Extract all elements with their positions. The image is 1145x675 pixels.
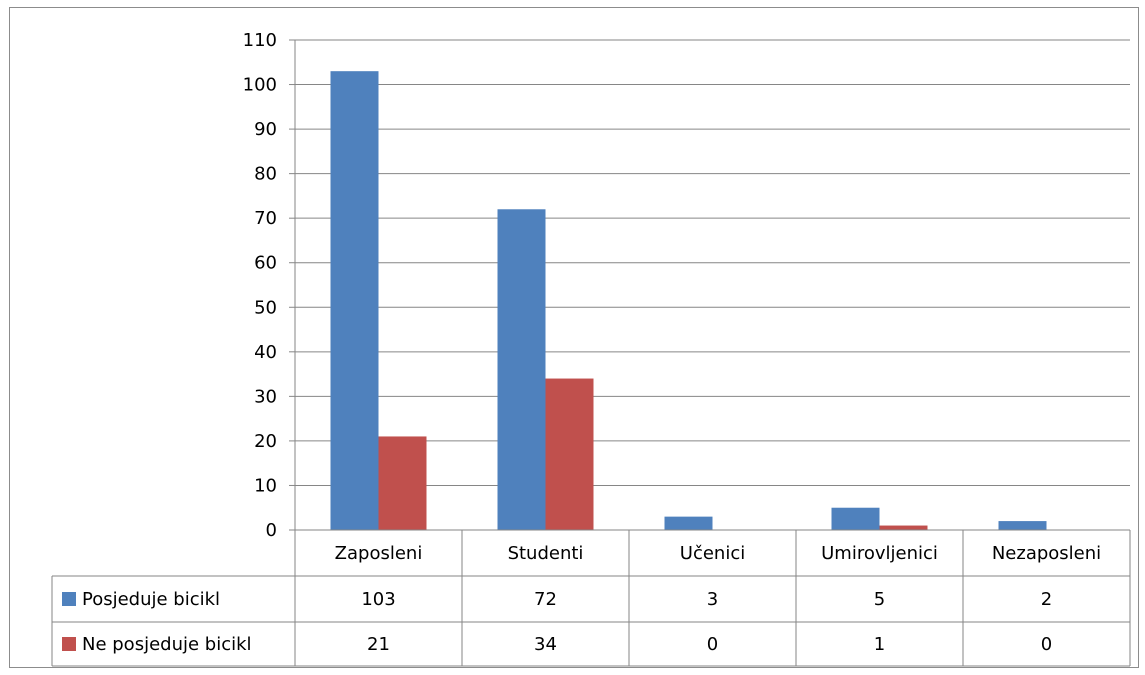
- data-label: 72: [534, 589, 557, 610]
- legend-swatch: [62, 637, 76, 651]
- bar-posjeduje: [497, 209, 546, 531]
- bar-ne-posjeduje: [879, 525, 928, 530]
- data-label: 103: [361, 589, 395, 610]
- bar-ne-posjeduje: [545, 378, 594, 530]
- y-tick-label: 0: [266, 520, 277, 541]
- y-tick-label: 40: [254, 342, 277, 363]
- chart-frame: [9, 7, 1139, 668]
- y-tick-label: 100: [243, 75, 277, 96]
- bar-posjeduje: [664, 516, 713, 530]
- x-category-label: Umirovljenici: [821, 543, 938, 564]
- y-tick-label: 90: [254, 119, 277, 140]
- bar-posjeduje: [831, 507, 880, 530]
- x-category-label: Studenti: [508, 543, 584, 564]
- y-tick-label: 60: [254, 253, 277, 274]
- bar-posjeduje: [330, 71, 379, 530]
- y-tick-label: 50: [254, 297, 277, 318]
- y-tick-label: 80: [254, 164, 277, 185]
- data-label: 21: [367, 634, 390, 655]
- data-label: 0: [707, 634, 718, 655]
- y-tick-label: 30: [254, 386, 277, 407]
- x-category-label: Zaposleni: [335, 543, 423, 564]
- y-tick-label: 10: [254, 475, 277, 496]
- legend-label: Ne posjeduje bicikl: [82, 634, 252, 655]
- data-label: 1: [874, 634, 885, 655]
- legend-swatch: [62, 592, 76, 606]
- y-tick-label: 70: [254, 208, 277, 229]
- data-label: 3: [707, 589, 718, 610]
- data-label: 2: [1041, 589, 1052, 610]
- y-tick-label: 110: [243, 30, 277, 51]
- data-label: 5: [874, 589, 885, 610]
- x-category-label: Učenici: [680, 543, 745, 564]
- bar-posjeduje: [998, 521, 1047, 530]
- y-tick-label: 20: [254, 431, 277, 452]
- data-label: 0: [1041, 634, 1052, 655]
- data-label: 34: [534, 634, 557, 655]
- legend-label: Posjeduje bicikl: [82, 589, 220, 610]
- bar-ne-posjeduje: [378, 436, 427, 530]
- x-category-label: Nezaposleni: [992, 543, 1101, 564]
